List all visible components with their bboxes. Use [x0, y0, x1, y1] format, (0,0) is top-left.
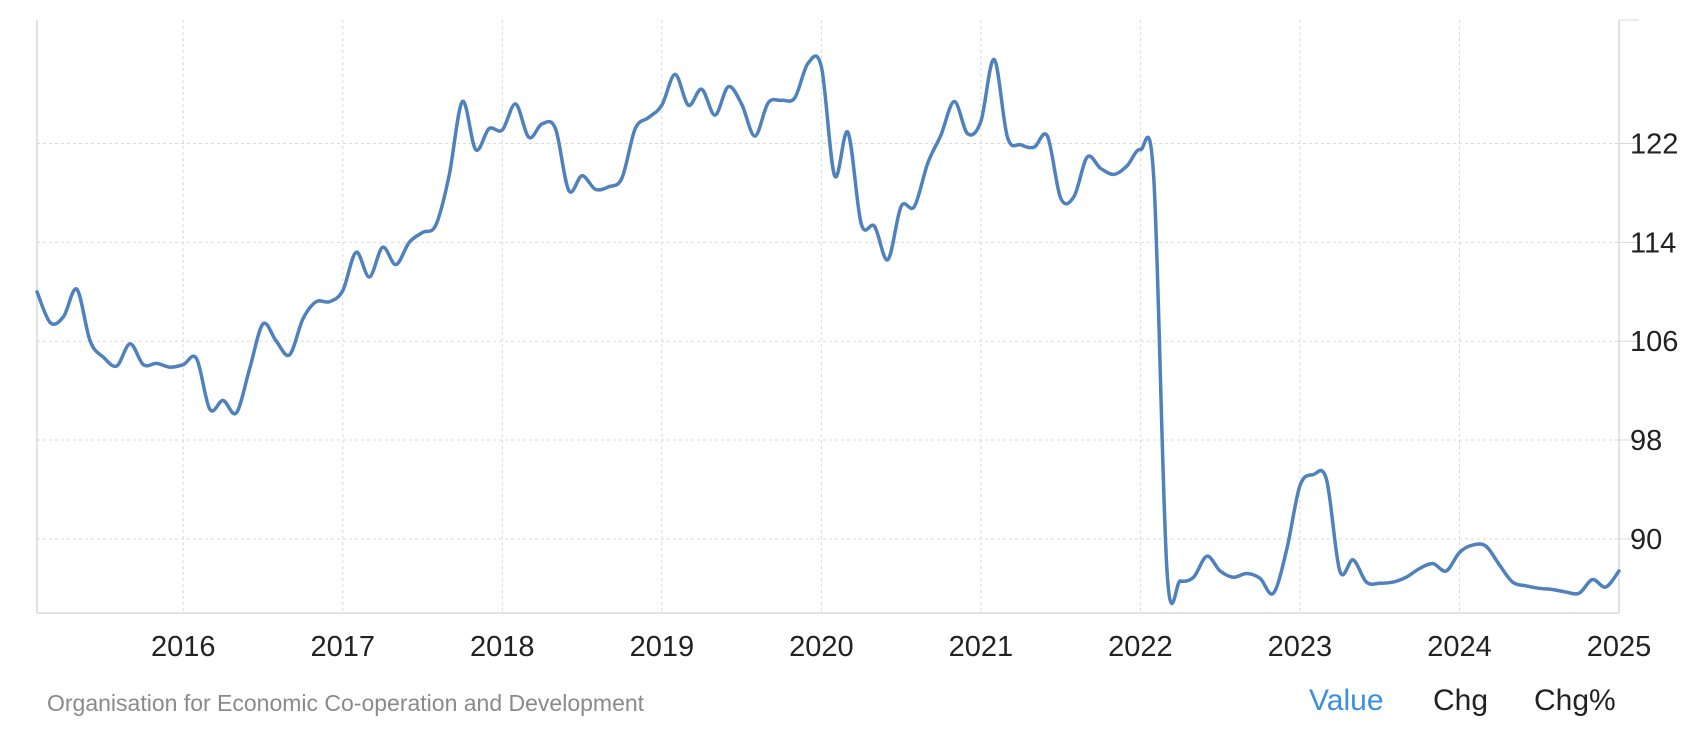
x-tick-label: 2024 [1427, 631, 1492, 663]
x-tick-label: 2017 [311, 631, 376, 663]
y-tick-label: 114 [1630, 227, 1676, 259]
axes: 2016 2017 2018 2019 2020 2021 2022 2023 2024 2025… [151, 129, 1678, 663]
y-tick-label: 106 [1630, 326, 1678, 358]
tab-chg-percent[interactable]: Chg% [1534, 684, 1616, 717]
source-text: Organisation for Economic Co-operation a… [47, 690, 645, 716]
y-tick-label: 90 [1630, 524, 1662, 556]
x-tick-label: 2018 [470, 631, 535, 663]
x-tick-label: 2022 [1108, 631, 1173, 663]
x-tick-label: 2020 [789, 631, 854, 663]
x-tick-label: 2025 [1587, 631, 1652, 663]
tab-chg[interactable]: Chg [1433, 684, 1489, 717]
y-tick-label: 98 [1630, 425, 1662, 457]
y-tick-label: 122 [1630, 129, 1678, 161]
x-tick-label: 2019 [630, 631, 695, 663]
x-tick-label: 2021 [949, 631, 1014, 663]
x-tick-label: 2016 [151, 631, 216, 663]
series-layer [35, 54, 1621, 605]
x-tick-label: 2023 [1268, 631, 1333, 663]
grid [36, 19, 1639, 614]
series-line-0 [35, 54, 1621, 605]
tab-value[interactable]: Value [1309, 684, 1384, 717]
